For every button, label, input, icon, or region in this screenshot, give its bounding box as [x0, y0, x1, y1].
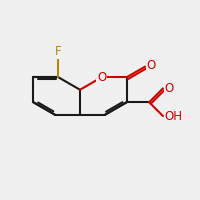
Text: OH: OH — [165, 110, 183, 123]
Text: O: O — [97, 71, 106, 84]
Text: O: O — [147, 59, 156, 72]
Text: O: O — [165, 82, 174, 95]
Text: F: F — [55, 45, 62, 58]
